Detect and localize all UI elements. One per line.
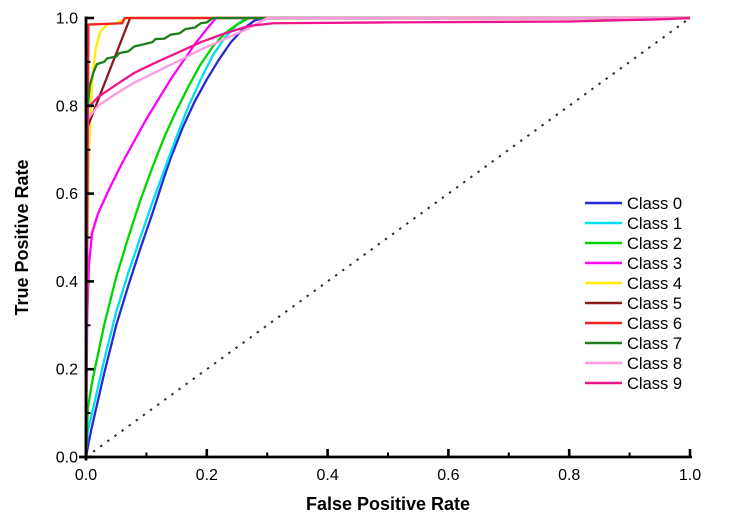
- legend-label: Class 6: [627, 315, 682, 333]
- legend-item-class-1: Class 1: [585, 215, 682, 233]
- legend-label: Class 2: [627, 235, 682, 253]
- legend: Class 0 Class 1 Class 2 Class 3 Class 4 Class…: [585, 195, 682, 393]
- x-tick-label: 0.4: [316, 467, 338, 484]
- y-tick-label: 0.2: [56, 362, 78, 379]
- y-tick-label: 0.0: [56, 450, 78, 467]
- y-tick-label: 0.8: [56, 98, 78, 115]
- roc-curve-class-1: [84, 16, 690, 458]
- legend-label: Class 9: [627, 375, 682, 393]
- y-tick-label: 0.6: [56, 186, 78, 203]
- legend-item-class-4: Class 4: [585, 275, 682, 293]
- x-tick-label: 1.0: [679, 467, 701, 484]
- legend-item-class-0: Class 0: [585, 195, 682, 213]
- roc-curve-class-7: [84, 16, 690, 458]
- legend-label: Class 4: [627, 275, 682, 293]
- legend-item-class-6: Class 6: [585, 315, 682, 333]
- chance-diagonal: [85, 17, 691, 458]
- legend-label: Class 5: [627, 295, 682, 313]
- roc-curve-class-0: [84, 16, 690, 458]
- legend-item-class-7: Class 7: [585, 335, 682, 353]
- legend-label: Class 7: [627, 335, 682, 353]
- roc-curve-class-2: [84, 16, 690, 458]
- x-tick-label: 0.6: [437, 467, 459, 484]
- x-tick-label: 0.8: [558, 467, 580, 484]
- axes-layer: 0.0 0.2 0.4 0.6 0.8 1.0 0.0 0.2 0.4 0.6 0.8 1.0: [56, 11, 701, 485]
- y-axis-title: True Positive Rate: [12, 159, 32, 315]
- x-axis-title: False Positive Rate: [306, 494, 470, 514]
- y-tick-label: 0.4: [56, 274, 78, 291]
- legend-item-class-2: Class 2: [585, 235, 682, 253]
- legend-label: Class 3: [627, 255, 682, 273]
- legend-item-class-9: Class 9: [585, 375, 682, 393]
- x-tick-label: 0.2: [196, 467, 218, 484]
- legend-label: Class 0: [627, 195, 682, 213]
- legend-label: Class 1: [627, 215, 682, 233]
- legend-item-class-8: Class 8: [585, 355, 682, 373]
- legend-item-class-3: Class 3: [585, 255, 682, 273]
- roc-curve-class-9: [84, 16, 691, 458]
- curves-layer: [84, 16, 691, 458]
- legend-label: Class 8: [627, 355, 682, 373]
- x-tick-label: 0.0: [75, 467, 97, 484]
- legend-item-class-5: Class 5: [585, 295, 682, 313]
- y-tick-label: 1.0: [56, 11, 78, 28]
- roc-curve-class-3: [84, 16, 690, 458]
